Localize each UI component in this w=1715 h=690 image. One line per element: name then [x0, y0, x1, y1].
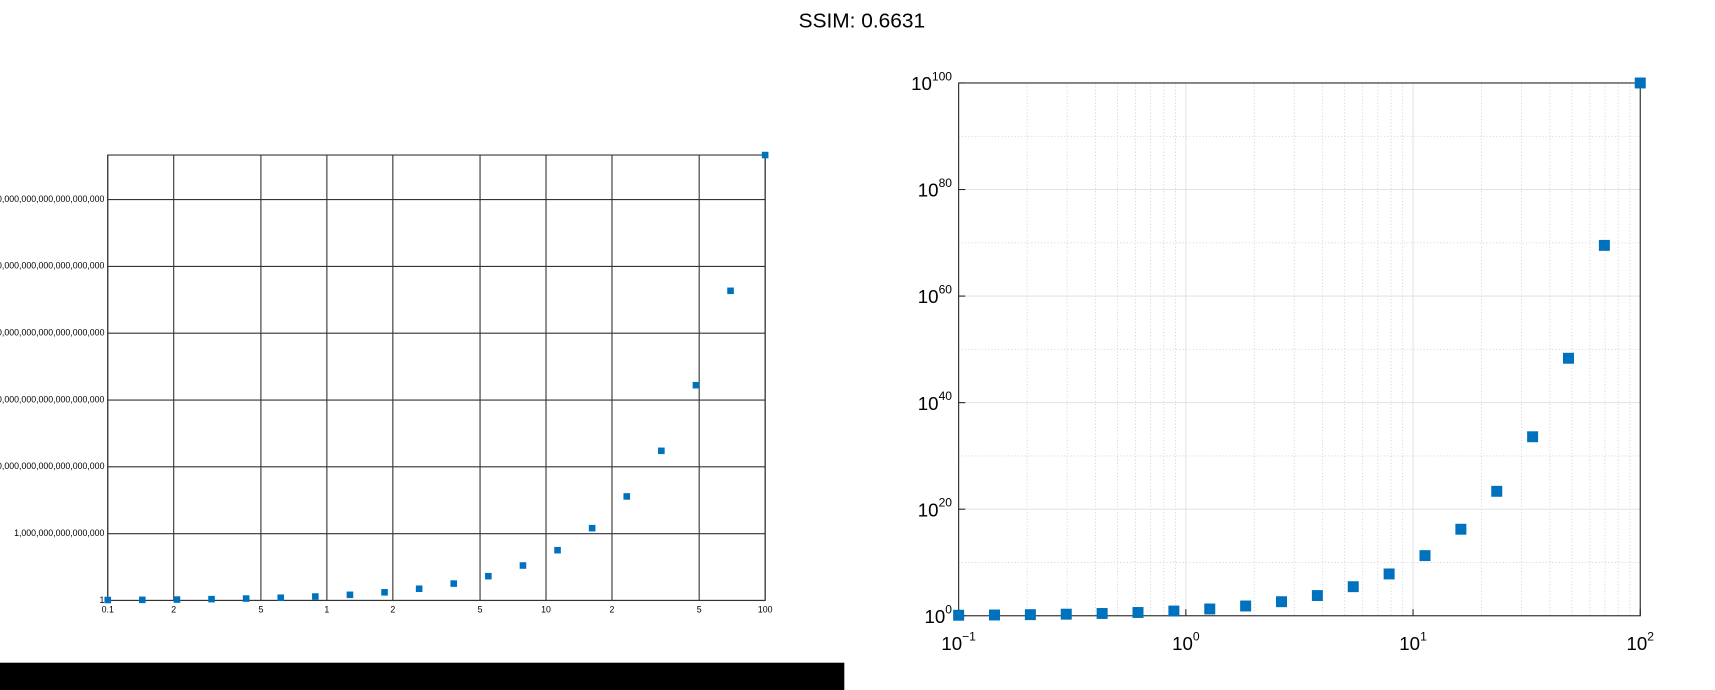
x-tick-label: 5: [478, 605, 483, 615]
ssim-title: SSIM: 0.6631: [799, 9, 925, 32]
x-tick-label: 100: [758, 605, 773, 615]
marker: [953, 609, 965, 621]
y-tick-label: 1,000,000,000,000,000,000,000,000,000,00…: [0, 261, 105, 271]
marker: [381, 589, 388, 596]
x-tick-label: 102: [1626, 630, 1654, 654]
marker: [208, 595, 215, 603]
x-tick-label: 5: [697, 605, 702, 615]
y-tick-label: 1,000,000,000,000,000,000,000,000,000,00…: [0, 394, 105, 404]
marker: [1598, 239, 1610, 251]
x-tick-label: 10−1: [941, 630, 976, 654]
marker: [692, 381, 700, 389]
marker: [988, 609, 1000, 621]
y-tick-label: 1020: [918, 496, 953, 520]
marker: [1527, 431, 1539, 443]
marker: [588, 524, 596, 532]
y-tick-label: 10100: [911, 70, 952, 94]
marker: [1634, 77, 1646, 89]
black-bar: [0, 662, 845, 690]
x-tick-label: 101: [1399, 630, 1427, 654]
marker: [727, 287, 734, 295]
chart: 10−1 100 101 102 100 1020 1040 1060 1080 10100: [911, 70, 1654, 654]
marker: [519, 562, 527, 569]
marker: [346, 591, 354, 599]
marker: [1383, 568, 1395, 580]
marker: [1491, 485, 1503, 497]
y-tick-label: 1,000,000,000,000,000,000,000,000,000,00…: [0, 461, 105, 471]
y-tick-label: 1060: [918, 283, 953, 307]
y-tick-label: 1,000,000,000,000,000: [14, 528, 104, 538]
marker: [1455, 523, 1467, 535]
marker: [277, 594, 285, 602]
y-tick-label: 1,000,000,000,000,000,000,000,000,000,00…: [0, 328, 105, 338]
x-tick-label: 1: [324, 605, 329, 615]
x-tick-label: 10: [541, 605, 551, 615]
x-tick-label: 2: [610, 605, 615, 615]
x-tick-label: 100: [1172, 630, 1200, 654]
marker: [761, 151, 769, 159]
marker: [623, 493, 631, 500]
x-tick-label: 0.1: [102, 605, 114, 615]
marker: [485, 572, 492, 580]
x-tick-label: 2: [390, 605, 395, 615]
x-tick-label: 5: [258, 605, 263, 615]
marker: [1276, 596, 1288, 608]
y-tick-label: 100: [925, 603, 953, 627]
marker: [1240, 600, 1252, 612]
marker: [104, 596, 112, 604]
axes-box: [107, 154, 766, 602]
marker: [415, 585, 423, 593]
marker: [173, 596, 181, 603]
y-tick-label: 1,000,000,000,000,000,000,000,000,000,00…: [0, 194, 105, 204]
chart: 0.1 2 5 1 2 5 10 2 5 100 1 1,000,000,000,000,000 1,0…: [0, 151, 773, 615]
marker: [1096, 608, 1108, 619]
marker: [1419, 550, 1431, 562]
marker: [1562, 352, 1574, 364]
marker: [1204, 603, 1216, 615]
marker: [242, 595, 250, 602]
y-tick-label: 1080: [918, 176, 953, 200]
x-tick-label: 2: [171, 605, 176, 615]
marker: [1168, 605, 1180, 617]
marker: [1060, 608, 1072, 620]
marker: [450, 580, 458, 587]
marker: [312, 593, 319, 600]
marker: [1024, 609, 1036, 621]
marker: [1132, 607, 1144, 618]
axes-box: [958, 82, 1641, 617]
y-tick-label: 1040: [918, 389, 953, 413]
y-tick-label: 1: [100, 595, 105, 605]
marker: [658, 447, 665, 455]
marker: [554, 546, 561, 554]
marker: [1347, 581, 1359, 593]
marker: [139, 596, 146, 604]
marker: [1311, 590, 1323, 602]
